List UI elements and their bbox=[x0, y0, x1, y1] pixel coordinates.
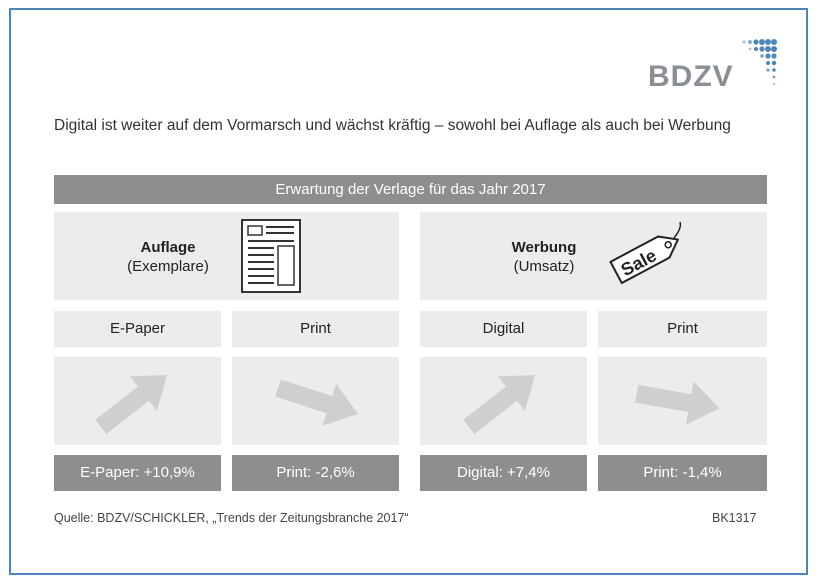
reference-code: BK1317 bbox=[712, 511, 757, 525]
arrow-right-icon bbox=[635, 381, 720, 425]
newspaper-icon bbox=[241, 219, 301, 293]
sale-tag-icon: Sale bbox=[609, 221, 682, 285]
trend-box-digital bbox=[420, 357, 587, 445]
category-title-block: Auflage (Exemplare) bbox=[98, 238, 238, 276]
source-note: Quelle: BDZV/SCHICKLER, „Trends der Zeit… bbox=[54, 511, 409, 525]
category-panel-werbung: Werbung (Umsatz) Sale bbox=[420, 212, 767, 300]
trend-box-print bbox=[232, 357, 399, 445]
result-digital: Digital: +7,4% bbox=[420, 455, 587, 491]
trend-box-epaper bbox=[54, 357, 221, 445]
category-title: Werbung bbox=[511, 239, 577, 256]
arrow-down-right-icon bbox=[275, 379, 358, 426]
column-label-print: Print bbox=[232, 311, 399, 347]
result-epaper: E-Paper: +10,9% bbox=[54, 455, 221, 491]
logo-dots-icon bbox=[742, 39, 777, 86]
category-subtitle: (Umsatz) bbox=[513, 258, 575, 275]
arrow-up-right-icon bbox=[463, 375, 536, 434]
arrow-up-right-icon bbox=[95, 375, 168, 434]
category-subtitle: (Exemplare) bbox=[127, 258, 209, 275]
banner-title: Erwartung der Verlage für das Jahr 2017 bbox=[54, 175, 767, 204]
column-label-digital: Digital bbox=[420, 311, 587, 347]
bdzv-logo: BDZV bbox=[648, 32, 788, 94]
result-print: Print: -2,6% bbox=[232, 455, 399, 491]
category-title-block: Werbung (Umsatz) bbox=[484, 238, 604, 276]
trend-box-print bbox=[598, 357, 767, 445]
result-print: Print: -1,4% bbox=[598, 455, 767, 491]
column-label-epaper: E-Paper bbox=[54, 311, 221, 347]
column-label-print: Print bbox=[598, 311, 767, 347]
category-panel-auflage: Auflage (Exemplare) bbox=[54, 212, 399, 300]
headline: Digital ist weiter auf dem Vormarsch und… bbox=[54, 117, 731, 134]
category-title: Auflage bbox=[140, 239, 196, 256]
logo-text: BDZV bbox=[648, 60, 734, 93]
